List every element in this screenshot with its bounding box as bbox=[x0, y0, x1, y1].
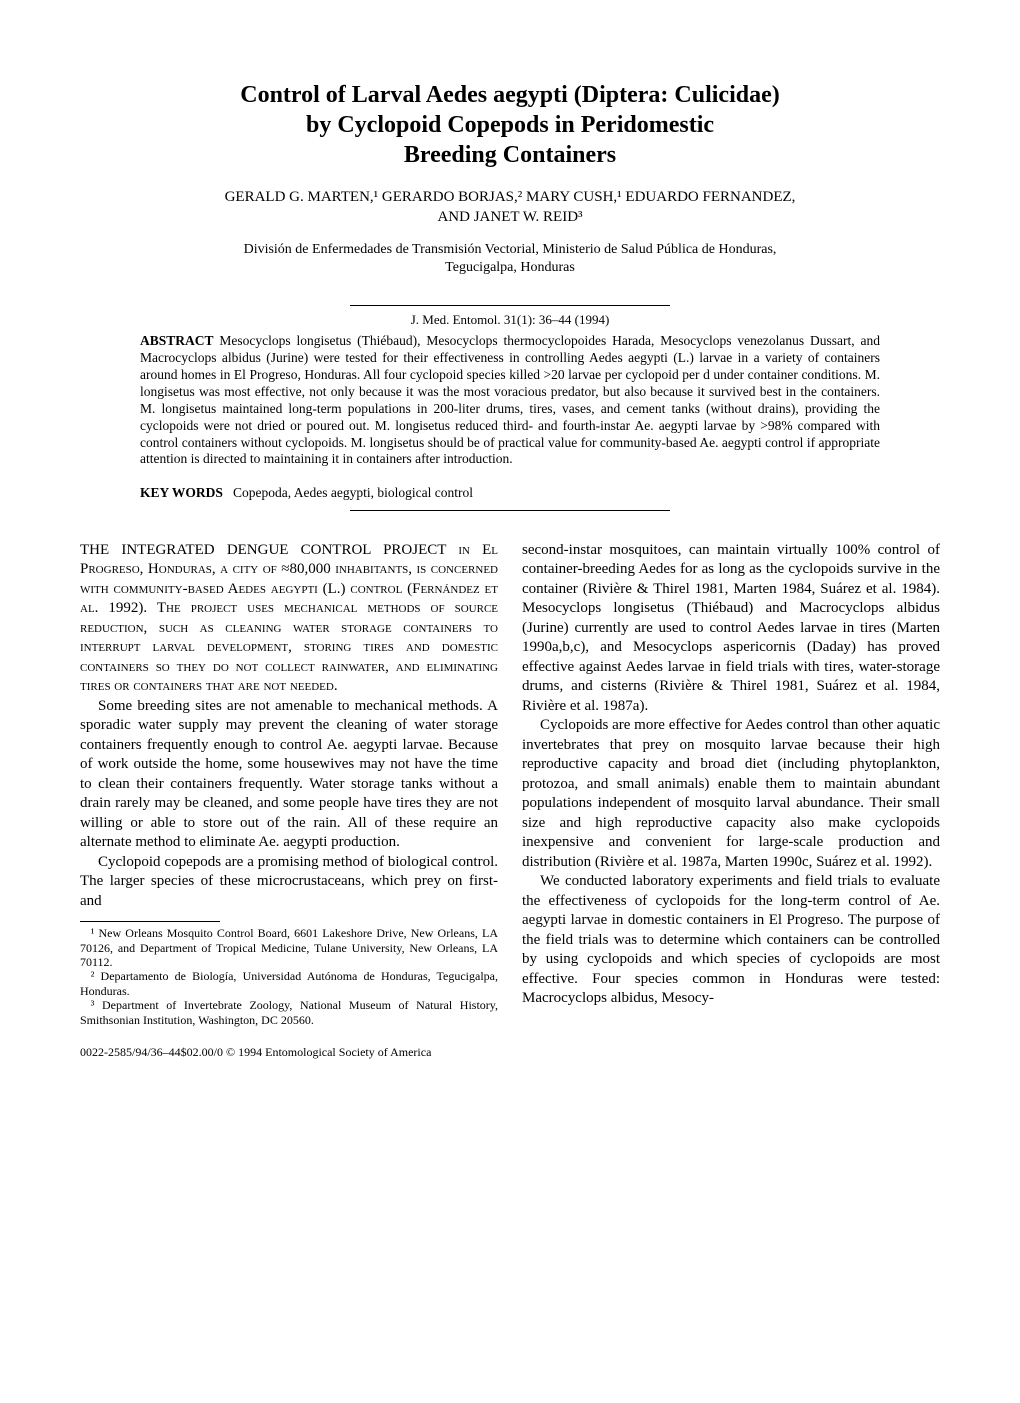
authors-block: GERALD G. MARTEN,¹ GERARDO BORJAS,² MARY… bbox=[80, 188, 940, 227]
keywords-label: KEY WORDS bbox=[140, 485, 223, 500]
abstract-text: Mesocyclops longisetus (Thiébaud), Mesoc… bbox=[140, 333, 880, 466]
citation-rule-bottom bbox=[350, 510, 670, 511]
copyright-line: 0022-2585/94/36–44$02.00/0 © 1994 Entomo… bbox=[80, 1045, 940, 1061]
title-line-1: Control of Larval Aedes aegypti (Diptera… bbox=[240, 82, 780, 108]
footnote-1: ¹ New Orleans Mosquito Control Board, 66… bbox=[80, 926, 498, 969]
paper-title: Control of Larval Aedes aegypti (Diptera… bbox=[80, 80, 940, 170]
authors-line-2: AND JANET W. REID³ bbox=[437, 209, 582, 225]
title-line-2: by Cyclopoid Copepods in Peridomestic bbox=[306, 112, 714, 138]
body-p5: Cyclopoids are more effective for Aedes … bbox=[522, 716, 940, 872]
footnote-2: ² Departamento de Biología, Universidad … bbox=[80, 969, 498, 998]
body-p1: THE INTEGRATED DENGUE CONTROL PROJECT in… bbox=[80, 541, 498, 697]
citation-rule-top bbox=[350, 305, 670, 306]
keywords-block: KEY WORDS Copepoda, Aedes aegypti, biolo… bbox=[140, 484, 880, 502]
abstract-label: ABSTRACT bbox=[140, 333, 214, 348]
body-columns: THE INTEGRATED DENGUE CONTROL PROJECT in… bbox=[80, 541, 940, 1027]
keywords-text: Copepoda, Aedes aegypti, biological cont… bbox=[233, 485, 473, 500]
affiliation-block: División de Enfermedades de Transmisión … bbox=[80, 241, 940, 277]
title-line-3: Breeding Containers bbox=[404, 142, 616, 168]
body-p2: Some breeding sites are not amenable to … bbox=[80, 697, 498, 853]
authors-line-1: GERALD G. MARTEN,¹ GERARDO BORJAS,² MARY… bbox=[225, 189, 796, 205]
body-p1-text: THE INTEGRATED DENGUE CONTROL PROJECT in… bbox=[80, 542, 498, 695]
footnote-3: ³ Department of Invertebrate Zoology, Na… bbox=[80, 998, 498, 1027]
body-p6: We conducted laboratory experiments and … bbox=[522, 872, 940, 1009]
footnote-rule bbox=[80, 921, 220, 922]
body-p4: second-instar mosquitoes, can maintain v… bbox=[522, 541, 940, 717]
affiliation-line-2: Tegucigalpa, Honduras bbox=[445, 260, 575, 275]
body-p3: Cyclopoid copepods are a promising metho… bbox=[80, 853, 498, 912]
abstract-block: ABSTRACT Mesocyclops longisetus (Thiébau… bbox=[140, 333, 880, 468]
footnotes-block: ¹ New Orleans Mosquito Control Board, 66… bbox=[80, 926, 498, 1027]
affiliation-line-1: División de Enfermedades de Transmisión … bbox=[244, 242, 777, 257]
journal-citation: J. Med. Entomol. 31(1): 36–44 (1994) bbox=[80, 312, 940, 329]
